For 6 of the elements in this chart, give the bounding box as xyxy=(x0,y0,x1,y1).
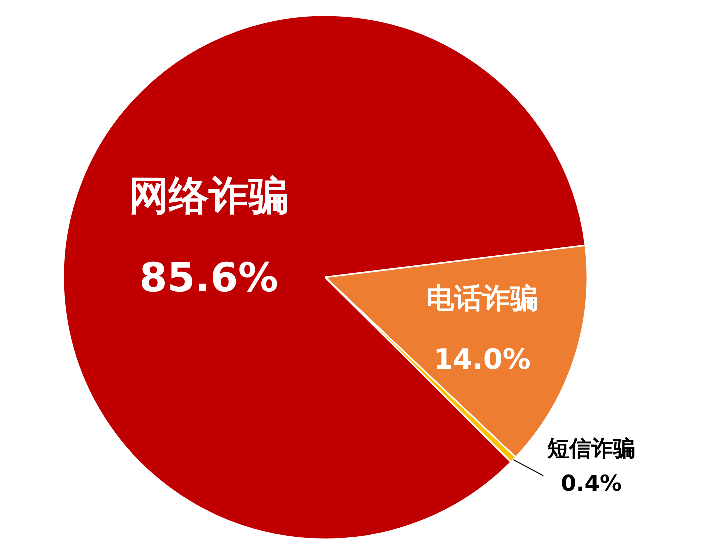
slice-label: 短信诈骗 xyxy=(546,436,636,462)
data-label: 0.4% xyxy=(561,472,622,497)
slice-label: 网络诈骗 xyxy=(129,174,290,220)
data-label: 85.6% xyxy=(140,256,278,302)
data-label: 14.0% xyxy=(434,343,531,376)
slice-label: 电话诈骗 xyxy=(426,282,538,316)
